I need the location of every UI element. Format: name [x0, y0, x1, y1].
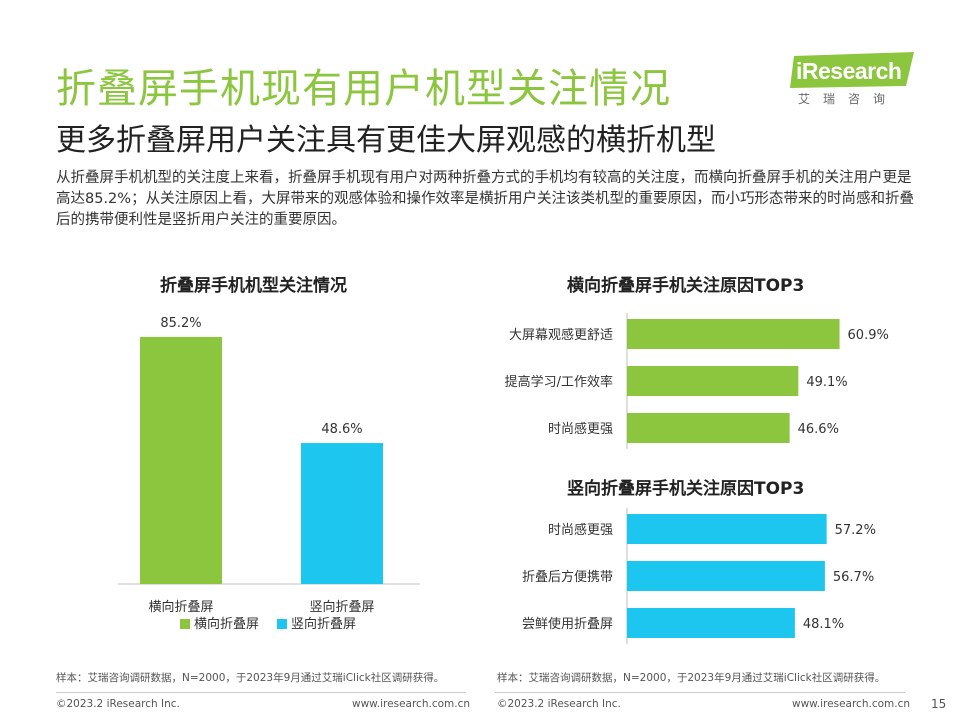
bar-2: [627, 561, 825, 591]
bar-value-label-2: 56.7%: [833, 570, 874, 585]
category-label-3: 时尚感更强: [548, 421, 613, 437]
chart-horizontal-bar-landscape: 60.9% 大屏幕观感更舒适 49.1% 提高学习/工作效率 46.6% 时尚感更强: [505, 313, 889, 449]
bar-value-label-1: 57.2%: [835, 523, 876, 538]
iresearch-logo: iResearch 艾瑞咨询: [790, 50, 918, 110]
footer-divider-right: [495, 692, 905, 693]
bar-value-label-3: 46.6%: [798, 422, 839, 437]
category-label-2: 竖向折叠屏: [309, 599, 374, 615]
page-number: 15: [931, 697, 947, 711]
logo-subtitle: 艾瑞咨询: [798, 92, 899, 106]
bar-value-label-3: 48.1%: [803, 617, 844, 632]
chart-horizontal-bar-portrait: 57.2% 时尚感更强 56.7% 折叠后方便携带 48.1% 尝鲜使用折叠屏: [522, 508, 876, 644]
page-subtitle: 更多折叠屏用户关注具有更佳大屏观感的横折机型: [56, 123, 716, 158]
sample-note-right: 样本：艾瑞咨询调研数据，N=2000，于2023年9月通过艾瑞iClick社区调…: [497, 672, 886, 684]
legend-swatch-1: [180, 619, 190, 629]
bar-value-label-2: 49.1%: [806, 375, 847, 390]
bar-value-label-2: 48.6%: [321, 422, 362, 437]
footer-divider-left: [56, 692, 466, 693]
chart3-title: 竖向折叠屏手机关注原因TOP3: [567, 479, 805, 499]
legend-swatch-2: [277, 619, 287, 629]
logo-wordmark: iResearch: [796, 58, 902, 84]
bar-3: [627, 608, 795, 638]
bar-2: [627, 366, 799, 396]
sample-note-left: 样本：艾瑞咨询调研数据，N=2000，于2023年9月通过艾瑞iClick社区调…: [56, 672, 445, 684]
chart2-title: 横向折叠屏手机关注原因TOP3: [567, 276, 805, 296]
page-title: 折叠屏手机现有用户机型关注情况: [56, 66, 671, 112]
bar-1: [140, 336, 222, 584]
category-label-1: 横向折叠屏: [148, 599, 213, 615]
footer-copyright-right: ©2023.2 iResearch Inc.: [497, 698, 621, 710]
chart1-title: 折叠屏手机机型关注情况: [160, 276, 347, 296]
bar-1: [627, 319, 840, 349]
category-label-3: 尝鲜使用折叠屏: [522, 616, 613, 632]
category-label-2: 折叠后方便携带: [522, 569, 613, 585]
bar-1: [627, 514, 827, 544]
bar-value-label-1: 85.2%: [160, 316, 201, 331]
bar-3: [627, 413, 790, 443]
legend-label-2: 竖向折叠屏: [291, 616, 356, 632]
category-label-2: 提高学习/工作效率: [505, 374, 613, 390]
category-label-1: 时尚感更强: [548, 522, 613, 538]
footer-url-left: www.iresearch.com.cn: [352, 698, 471, 710]
footer-url-right: www.iresearch.com.cn: [792, 698, 911, 710]
footer-copyright-left: ©2023.2 iResearch Inc.: [56, 698, 180, 710]
bar-2: [301, 443, 383, 584]
legend-label-1: 横向折叠屏: [194, 616, 259, 632]
logo-badge: [790, 52, 914, 88]
category-label-1: 大屏幕观感更舒适: [509, 327, 613, 343]
bar-value-label-1: 60.9%: [848, 328, 889, 343]
summary-paragraph: 从折叠屏手机机型的关注度上来看，折叠屏手机现有用户对两种折叠方式的手机均有较高的…: [56, 170, 915, 228]
